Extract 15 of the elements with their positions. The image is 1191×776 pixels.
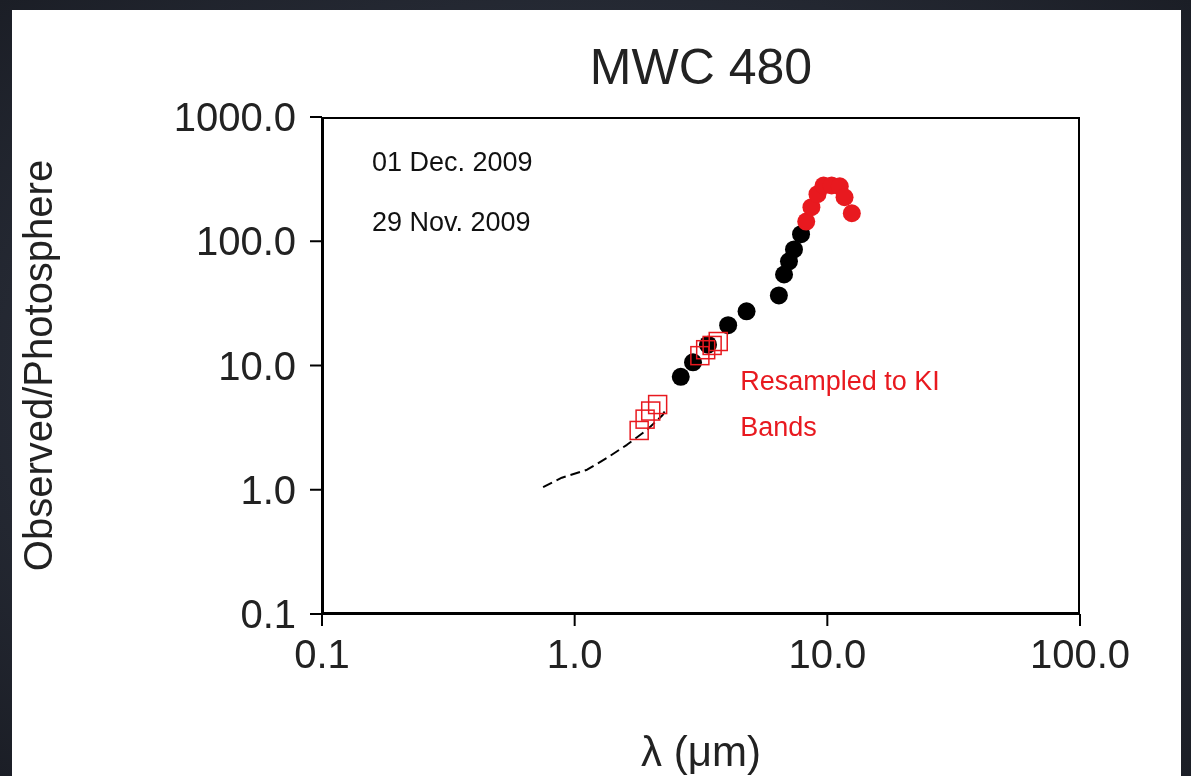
y-tick-label: 10.0 [218, 343, 296, 388]
x-tick-label: 100.0 [1029, 632, 1131, 677]
chart-title: MWC 480 [588, 38, 814, 96]
x-tick-label: 10.0 [788, 632, 867, 677]
y-axis-title: Observed/Photosphere [16, 159, 61, 572]
annotation: Resampled to KI Bands [740, 364, 941, 444]
x-tick-label: 1.0 [546, 632, 603, 677]
y-tick-label: 1000.0 [173, 95, 296, 140]
x-axis-title: λ (μm) [641, 728, 761, 775]
annotation: 29 Nov. 2009 [372, 207, 531, 238]
x-tick-label: 0.1 [294, 632, 350, 677]
annotation: 01 Dec. 2009 [372, 147, 533, 178]
y-tick-label: 100.0 [195, 219, 296, 264]
y-tick-label: 1.0 [240, 467, 296, 512]
y-tick-label: 0.1 [240, 592, 296, 637]
